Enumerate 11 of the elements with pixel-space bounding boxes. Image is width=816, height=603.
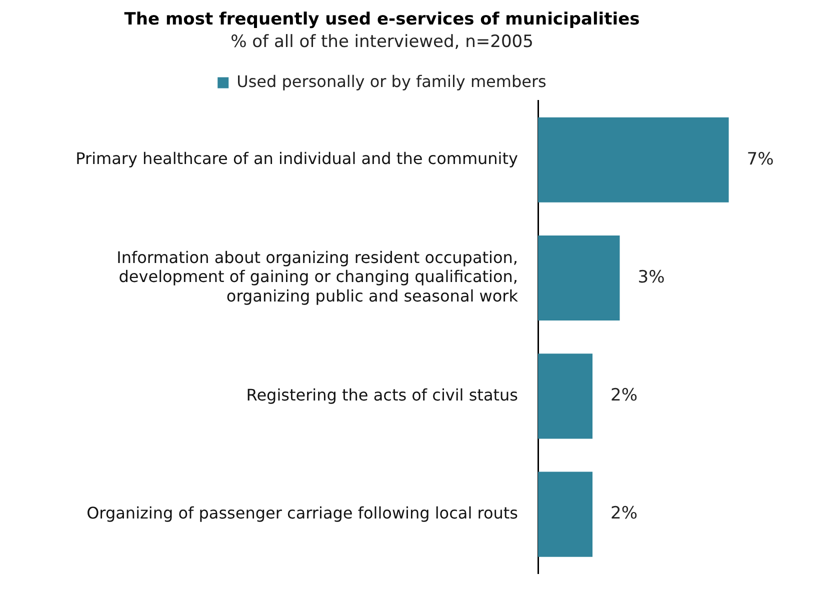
legend-label: Used personally or by family members bbox=[236, 72, 546, 91]
data-label: 7% bbox=[746, 149, 774, 170]
y-tick-label: Organizing of passenger carriage following local routs bbox=[86, 503, 518, 522]
data-label: 2% bbox=[610, 386, 638, 406]
text: The most frequently used e-services of municipalities bbox=[124, 10, 640, 30]
y-tick-label: Registering the acts of civil status bbox=[246, 385, 518, 404]
y-tick-label: Primary healthcare of an individual and the community bbox=[76, 149, 518, 168]
y-tick-label: Information about organizing resident occupation, development of gaining or changing qualification, organizing public and seasonal work bbox=[116, 248, 519, 306]
text: % of all of the interviewed, n=2005 bbox=[230, 32, 534, 52]
data-label: 2% bbox=[610, 504, 638, 524]
data-label: 3% bbox=[638, 267, 665, 288]
